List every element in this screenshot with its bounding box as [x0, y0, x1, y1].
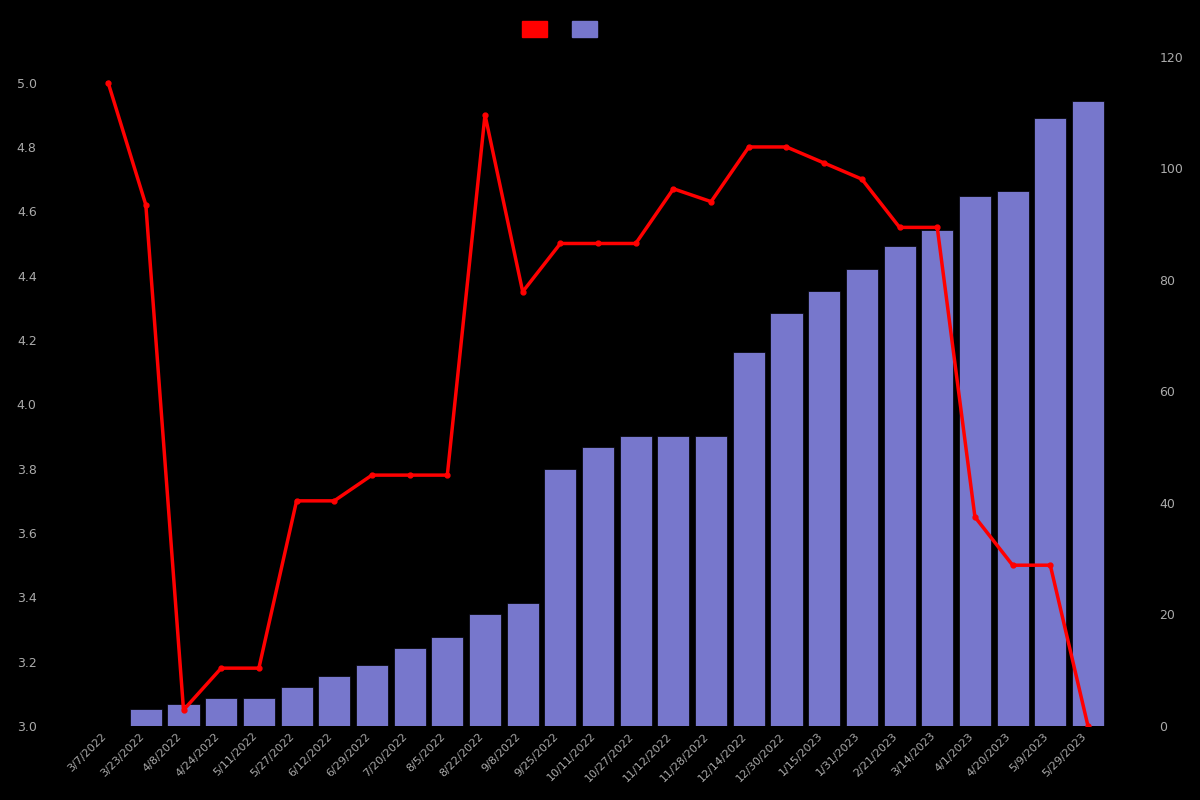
Bar [922, 230, 953, 726]
Bar [205, 698, 238, 726]
Bar [658, 436, 690, 726]
Bar [356, 665, 388, 726]
Bar [1072, 102, 1104, 726]
Bar [168, 704, 199, 726]
Bar [130, 710, 162, 726]
Bar [281, 687, 312, 726]
Bar [883, 246, 916, 726]
Bar [770, 314, 803, 726]
Bar [959, 196, 991, 726]
Bar [733, 352, 764, 726]
Bar [846, 269, 878, 726]
Bar [808, 291, 840, 726]
Bar [695, 436, 727, 726]
Bar [318, 676, 350, 726]
Bar [242, 698, 275, 726]
Bar [582, 447, 614, 726]
Bar [431, 637, 463, 726]
Bar [1034, 118, 1067, 726]
Bar [545, 470, 576, 726]
Legend: , : , [515, 14, 614, 43]
Bar [506, 603, 539, 726]
Bar [619, 436, 652, 726]
Bar [996, 190, 1028, 726]
Bar [469, 614, 502, 726]
Bar [394, 648, 426, 726]
